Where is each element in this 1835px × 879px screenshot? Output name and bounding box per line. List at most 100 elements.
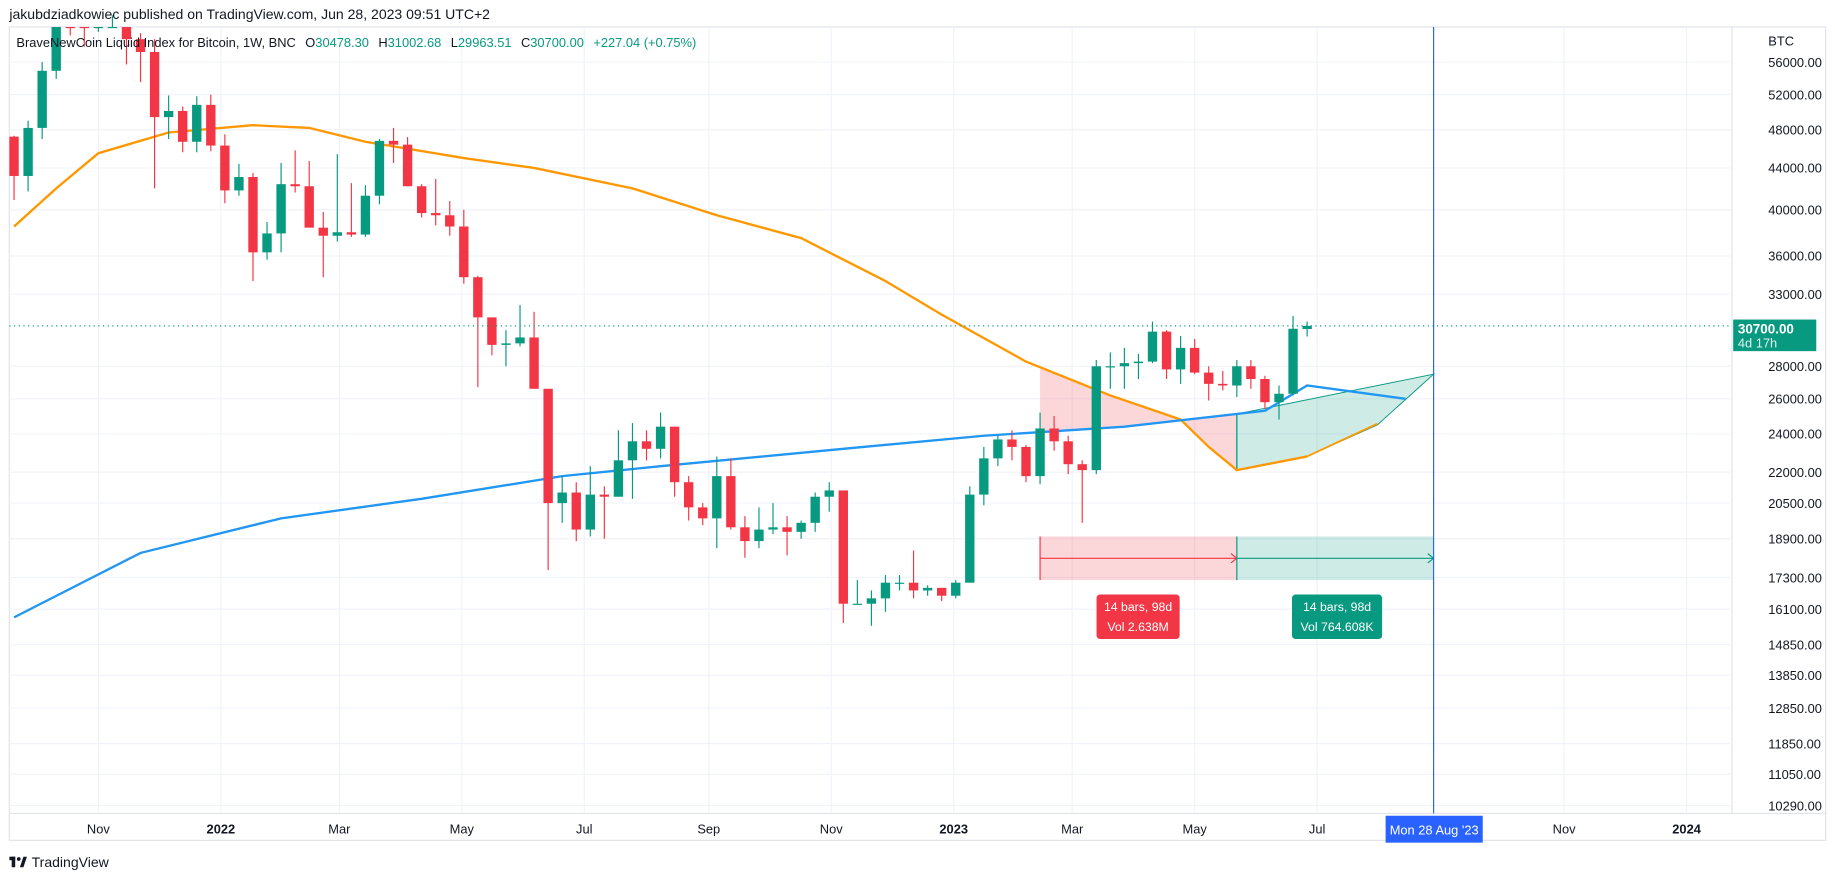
candle <box>993 435 1003 467</box>
candle-body <box>473 277 483 318</box>
candle <box>726 458 736 530</box>
candle <box>922 585 933 596</box>
price-tick: 17300.00 <box>1768 570 1822 585</box>
price-tick: 33000.00 <box>1768 287 1822 302</box>
candle <box>1063 435 1073 475</box>
candle-body <box>866 598 877 604</box>
change-value: +227.04 (+0.75%) <box>593 35 696 50</box>
candle-body <box>613 460 624 497</box>
candle <box>23 120 33 192</box>
time-tick: May <box>450 821 475 836</box>
candle <box>571 482 581 542</box>
candle <box>1133 353 1144 379</box>
candles <box>9 15 1312 626</box>
candle-body <box>459 226 469 278</box>
range-label-2[interactable]: 14 bars, 98d Vol 764.608K <box>1291 594 1383 640</box>
candle <box>135 33 146 83</box>
candle-body <box>726 476 736 528</box>
candle-body <box>163 110 174 118</box>
candle <box>1091 360 1101 475</box>
candle <box>1218 371 1228 391</box>
candle-body <box>192 104 202 142</box>
candle-body <box>768 527 778 530</box>
svg-text:BraveNewCoin Liquid Index for: BraveNewCoin Liquid Index for Bitcoin, 1… <box>16 35 696 50</box>
tradingview-logo-icon <box>9 856 27 868</box>
candle <box>121 26 132 65</box>
candle-body <box>782 527 792 532</box>
time-axis[interactable]: Nov 2022 Mar May Jul Sep Nov 2023 Mar May Jul Nov 20… <box>87 821 1702 836</box>
candle <box>796 520 806 539</box>
candle-body <box>1161 331 1172 370</box>
candle <box>1119 347 1130 389</box>
candle <box>416 184 427 218</box>
candle <box>1161 330 1172 379</box>
candle-body <box>557 492 567 504</box>
candle <box>684 476 694 521</box>
candle <box>1105 352 1116 389</box>
candle-body <box>374 140 385 196</box>
candle <box>1204 366 1214 401</box>
candle <box>768 503 778 535</box>
price-tick: 16100.00 <box>1768 602 1822 617</box>
candle <box>51 26 61 79</box>
candle-body <box>684 482 694 508</box>
candle <box>810 492 820 532</box>
overlays <box>9 26 1733 814</box>
candle <box>1260 375 1270 410</box>
candle-body <box>318 227 328 236</box>
candle-body <box>852 603 863 605</box>
candle-body <box>206 104 216 146</box>
candle-body <box>431 213 441 216</box>
close-value: 30700.00 <box>530 35 584 50</box>
time-tick: Nov <box>87 821 110 836</box>
candle-body <box>360 195 371 235</box>
candle <box>93 26 104 32</box>
candle-body <box>1063 441 1073 465</box>
candle <box>79 26 89 47</box>
candle <box>908 550 919 599</box>
range-2-bars: 14 bars, 98d <box>1303 600 1371 614</box>
candle-body <box>712 476 722 519</box>
candle-body <box>993 439 1003 459</box>
time-tick: Sep <box>697 821 720 836</box>
moving-average-blue <box>13 384 1406 619</box>
candle <box>782 516 792 556</box>
drawings[interactable] <box>1039 367 1436 581</box>
candle <box>374 138 385 205</box>
candle <box>501 330 511 367</box>
candle-body <box>93 26 104 29</box>
price-tick: 22000.00 <box>1768 465 1822 480</box>
candle-body <box>796 522 806 532</box>
candle <box>248 172 258 282</box>
candle-body <box>402 144 413 187</box>
price-axis[interactable]: 56000.00 52000.00 48000.00 44000.00 40000.00… <box>1768 55 1822 813</box>
tradingview-logo[interactable]: TradingView <box>9 854 110 870</box>
candle <box>1302 321 1312 337</box>
last-price-label: 30700.00 4d 17h <box>1733 319 1817 352</box>
candle-body <box>1302 325 1312 330</box>
candle <box>1232 360 1242 398</box>
price-tick: 24000.00 <box>1768 427 1822 442</box>
price-tick: 13850.00 <box>1768 668 1822 683</box>
candle-body <box>121 26 132 40</box>
candle-body <box>894 582 905 584</box>
candle-body <box>965 494 975 583</box>
candle <box>838 490 848 623</box>
price-tick: 26000.00 <box>1768 391 1822 406</box>
candle-body <box>1091 366 1101 471</box>
candle-body <box>178 110 188 142</box>
range-2-volume: Vol 764.608K <box>1301 620 1375 634</box>
candle <box>1021 445 1031 483</box>
candle-body <box>248 176 258 253</box>
candle-body <box>543 388 553 504</box>
candle-body <box>487 317 497 345</box>
symbol-legend[interactable]: BraveNewCoin Liquid Index for Bitcoin, 1… <box>16 35 696 50</box>
candle-body <box>1232 366 1242 386</box>
candle <box>473 275 483 388</box>
time-tick: 2022 <box>207 821 236 836</box>
candle-body <box>1274 393 1284 403</box>
range-label-1[interactable]: 14 bars, 98d Vol 2.638M <box>1096 594 1180 640</box>
candle <box>206 94 216 152</box>
price-tick: 52000.00 <box>1768 87 1822 102</box>
